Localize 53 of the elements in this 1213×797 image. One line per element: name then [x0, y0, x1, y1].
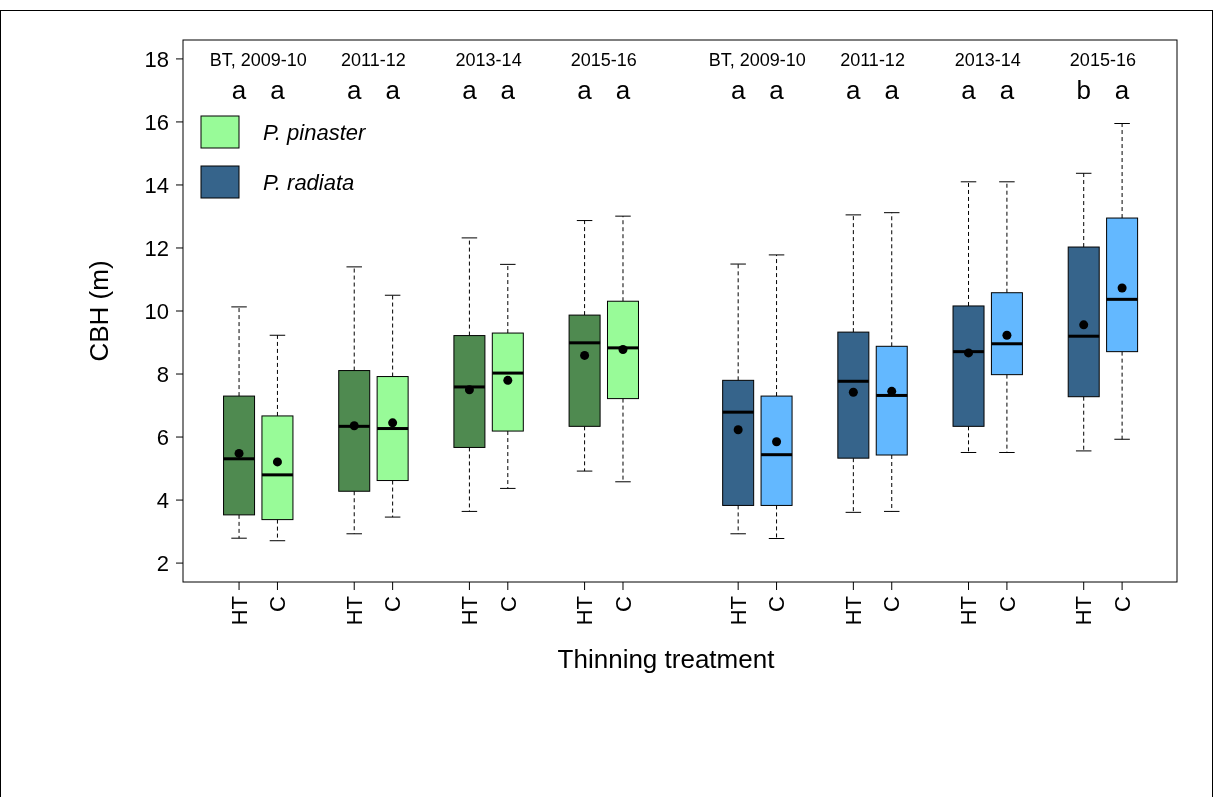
annotation: a	[730, 75, 746, 105]
y-tick-label: 18	[144, 46, 169, 72]
x-tick-label: HT	[226, 596, 252, 626]
x-tick-label: C	[1109, 595, 1135, 612]
annotation: a	[577, 75, 593, 105]
annotation: a	[462, 75, 478, 105]
annotation: a	[961, 75, 977, 105]
x-axis-title: Thinning treatment	[557, 644, 776, 674]
y-tick-label: 4	[156, 487, 169, 513]
annotation: a	[347, 75, 362, 105]
annotation: 2011-12	[840, 50, 905, 70]
x-tick-label: C	[764, 595, 790, 612]
annotation: a	[385, 75, 401, 105]
x-tick-label: C	[994, 595, 1020, 612]
x-tick-label: HT	[841, 596, 867, 626]
x-tick-label: HT	[1071, 596, 1097, 626]
annotation: a	[270, 75, 286, 105]
y-tick-label: 12	[144, 235, 169, 261]
annotation: b	[1076, 75, 1091, 105]
annotation: a	[846, 75, 862, 105]
legend-label: P. pinaster	[263, 119, 367, 145]
x-tick-label: HT	[956, 596, 982, 626]
y-axis-title: CBH (m)	[84, 260, 114, 362]
y-tick-label: 10	[144, 298, 169, 324]
annotation: BT, 2009-10	[209, 50, 307, 70]
x-tick-label: HT	[457, 596, 483, 626]
annotation: a	[999, 75, 1015, 105]
annotation: a	[231, 75, 247, 105]
legend-label: P. radiata	[263, 169, 355, 195]
annotation: a	[1114, 75, 1130, 105]
x-tick-label: HT	[572, 596, 598, 626]
x-tick-label: C	[380, 595, 406, 612]
annotation: a	[884, 75, 900, 105]
x-tick-label: C	[265, 595, 291, 612]
x-tick-label: HT	[725, 596, 751, 626]
annotation: a	[500, 75, 516, 105]
y-tick-label: 6	[156, 424, 169, 450]
annotation: a	[615, 75, 631, 105]
annotation: 2013-14	[455, 50, 522, 70]
y-tick-label: 16	[144, 109, 169, 135]
x-tick-label: C	[495, 595, 521, 612]
annotation: 2013-14	[954, 50, 1021, 70]
annotation: a	[769, 75, 785, 105]
x-tick-label: HT	[341, 596, 367, 626]
annotation: 2015-16	[1069, 50, 1136, 70]
annotation: 2011-12	[341, 50, 406, 70]
x-tick-label: C	[610, 595, 636, 612]
annotation: BT, 2009-10	[708, 50, 806, 70]
annotation: 2015-16	[570, 50, 637, 70]
y-tick-label: 8	[156, 361, 169, 387]
y-tick-label: 2	[156, 550, 169, 576]
y-tick-label: 14	[144, 172, 169, 198]
x-tick-label: C	[879, 595, 905, 612]
